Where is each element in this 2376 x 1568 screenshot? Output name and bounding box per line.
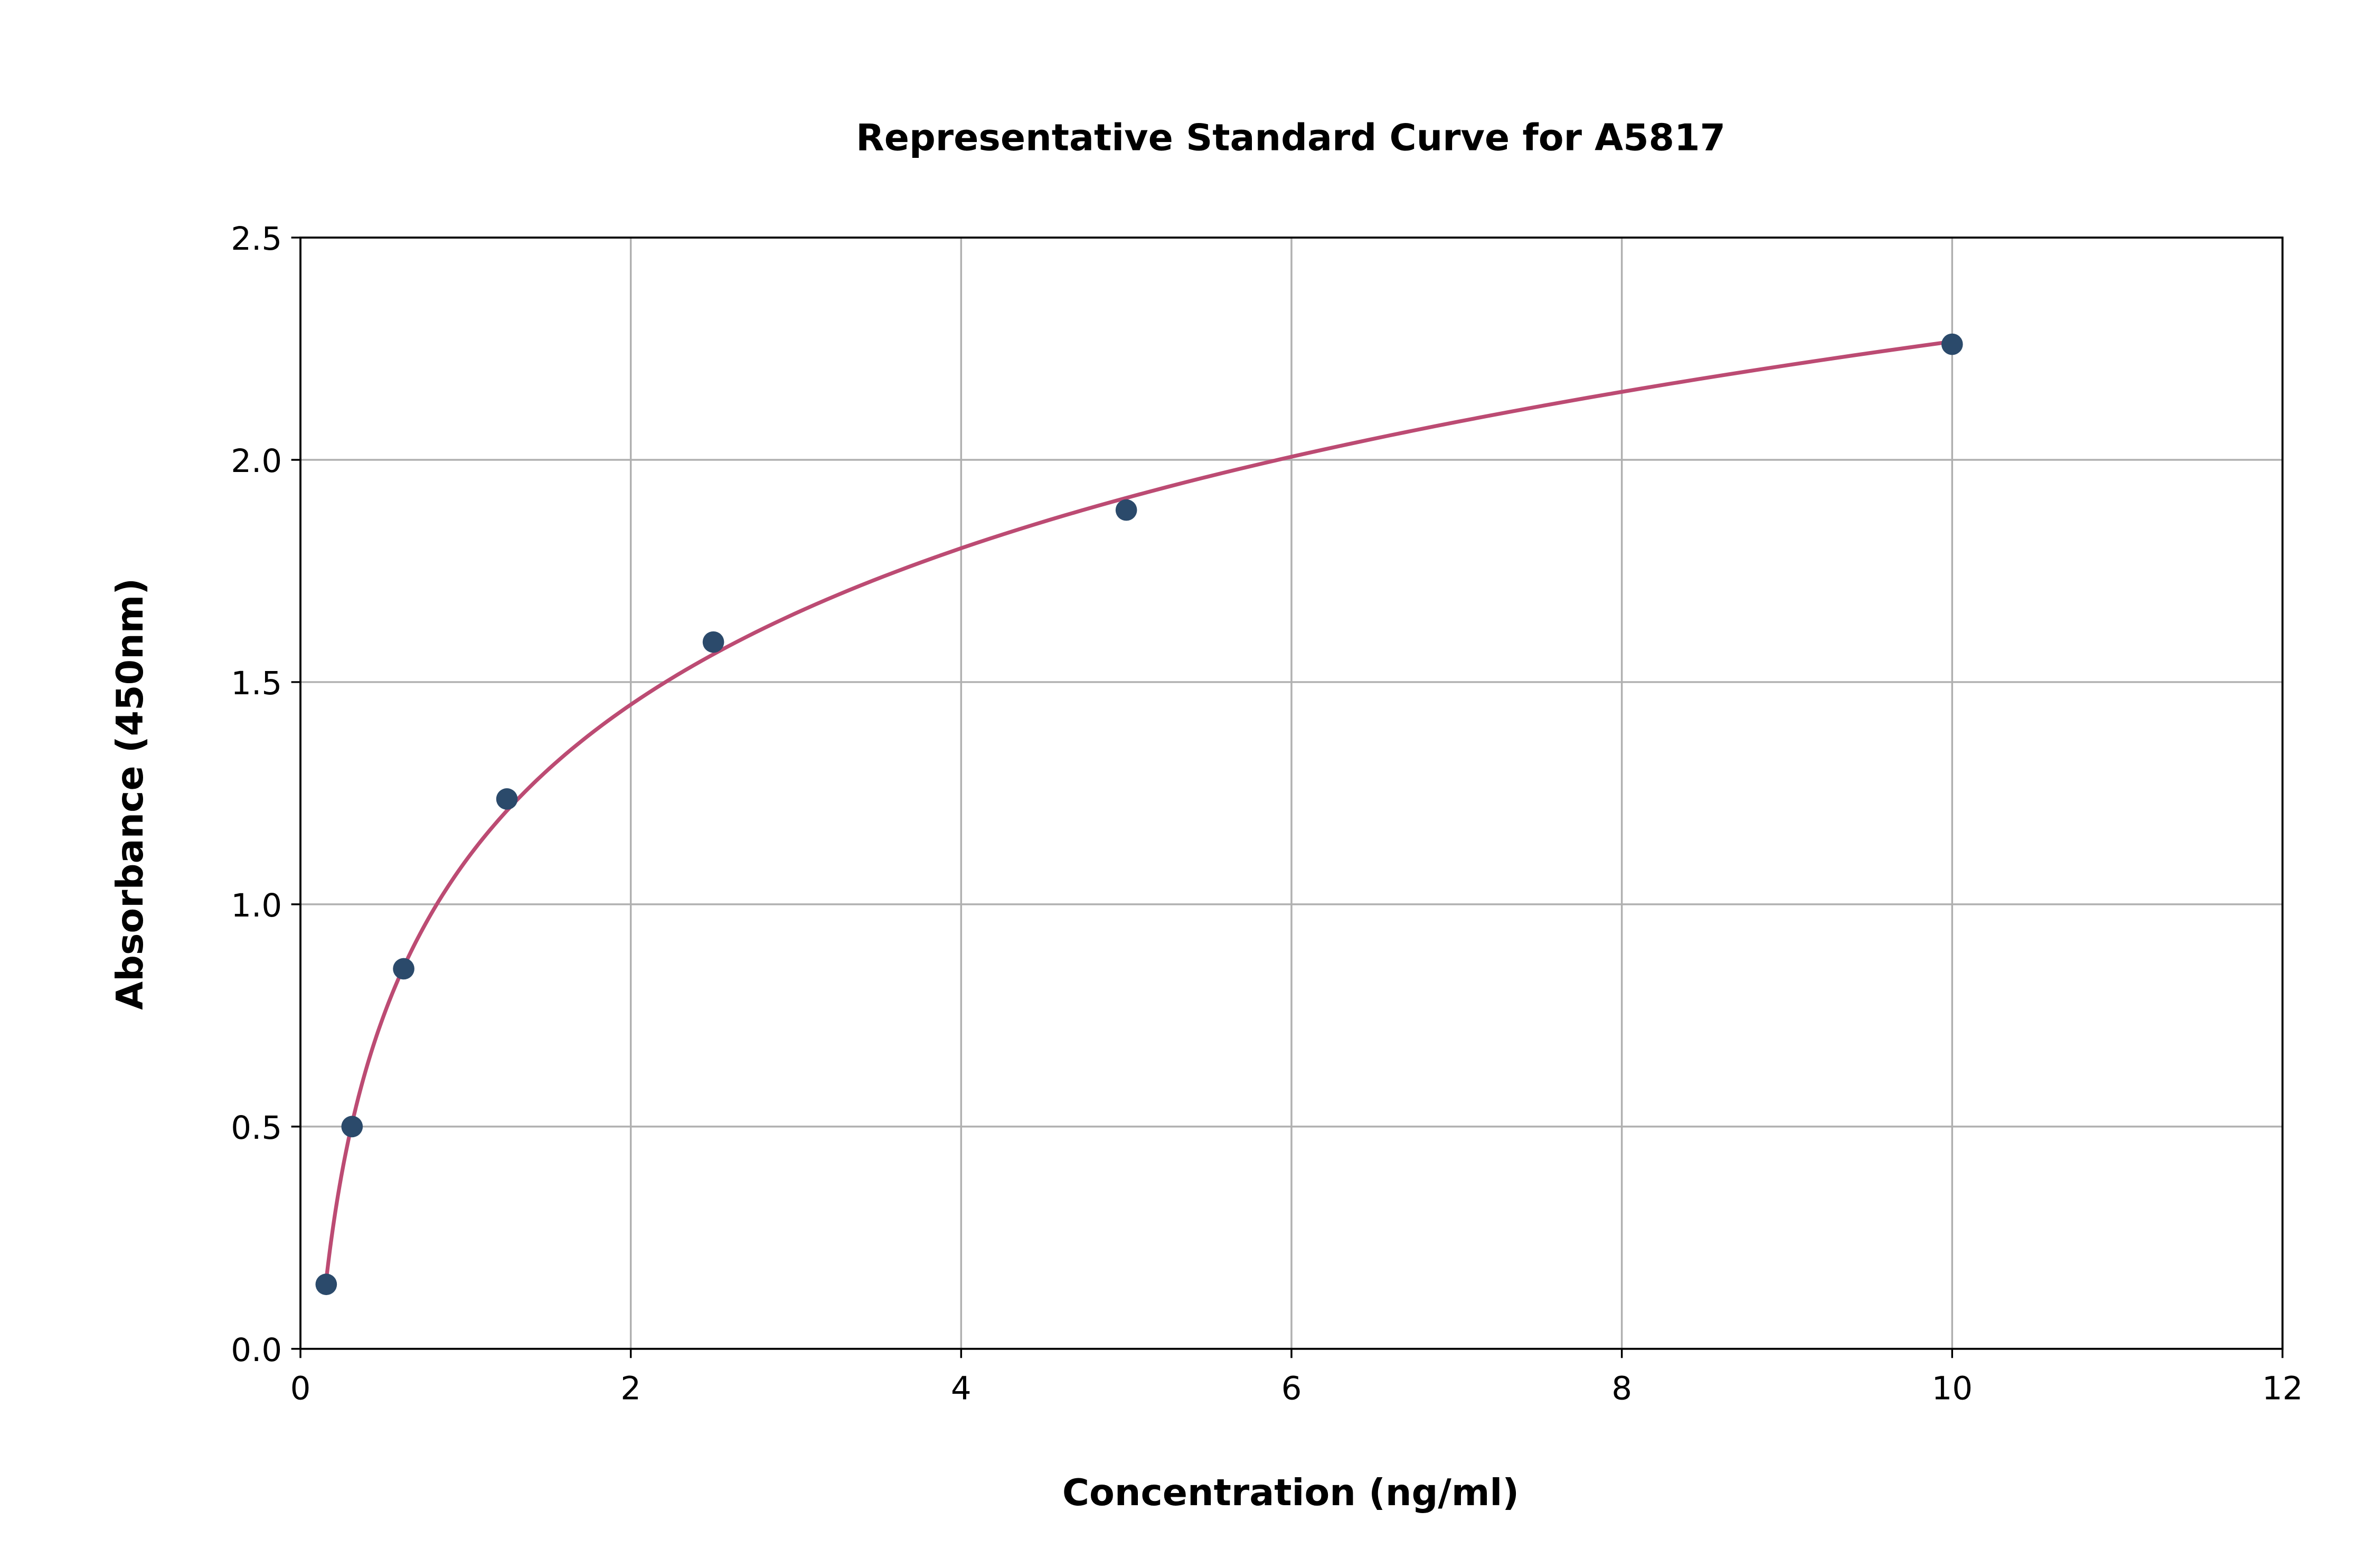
- data-point: [1115, 499, 1137, 521]
- x-tick-label: 8: [1611, 1370, 1632, 1408]
- data-point: [1941, 333, 1963, 355]
- y-axis-label: Absorbance (450nm): [109, 578, 152, 1010]
- y-tick-label: 0.5: [231, 1109, 282, 1147]
- data-point: [702, 631, 724, 653]
- x-tick-label: 12: [2262, 1370, 2303, 1408]
- y-tick-label: 0.0: [231, 1331, 282, 1369]
- plot-frame: [299, 237, 2284, 1350]
- x-axis-label: Concentration (ng/ml): [1062, 1471, 1519, 1514]
- data-point: [341, 1116, 363, 1138]
- x-tick-label: 0: [290, 1370, 311, 1408]
- x-tick-label: 4: [951, 1370, 972, 1408]
- data-point: [393, 958, 414, 980]
- x-tick-label: 2: [620, 1370, 641, 1408]
- x-tick-label: 6: [1281, 1370, 1302, 1408]
- grid: [299, 237, 2284, 1350]
- y-tick-label: 2.5: [231, 220, 282, 258]
- x-tick-label: 10: [1931, 1370, 1973, 1408]
- ticks: 0 2 4 6 8 10 12 0.0 0.5 1.0 1.5 2.0 2.5: [231, 220, 2303, 1407]
- fit-curve: [324, 339, 1953, 1281]
- y-tick-label: 2.0: [231, 442, 282, 480]
- y-tick-label: 1.0: [231, 887, 282, 924]
- data-point: [315, 1273, 337, 1296]
- y-tick-label: 1.5: [231, 665, 282, 702]
- data-points: [315, 333, 1963, 1296]
- data-point: [496, 788, 518, 810]
- chart-title: Representative Standard Curve for A5817: [856, 117, 1726, 159]
